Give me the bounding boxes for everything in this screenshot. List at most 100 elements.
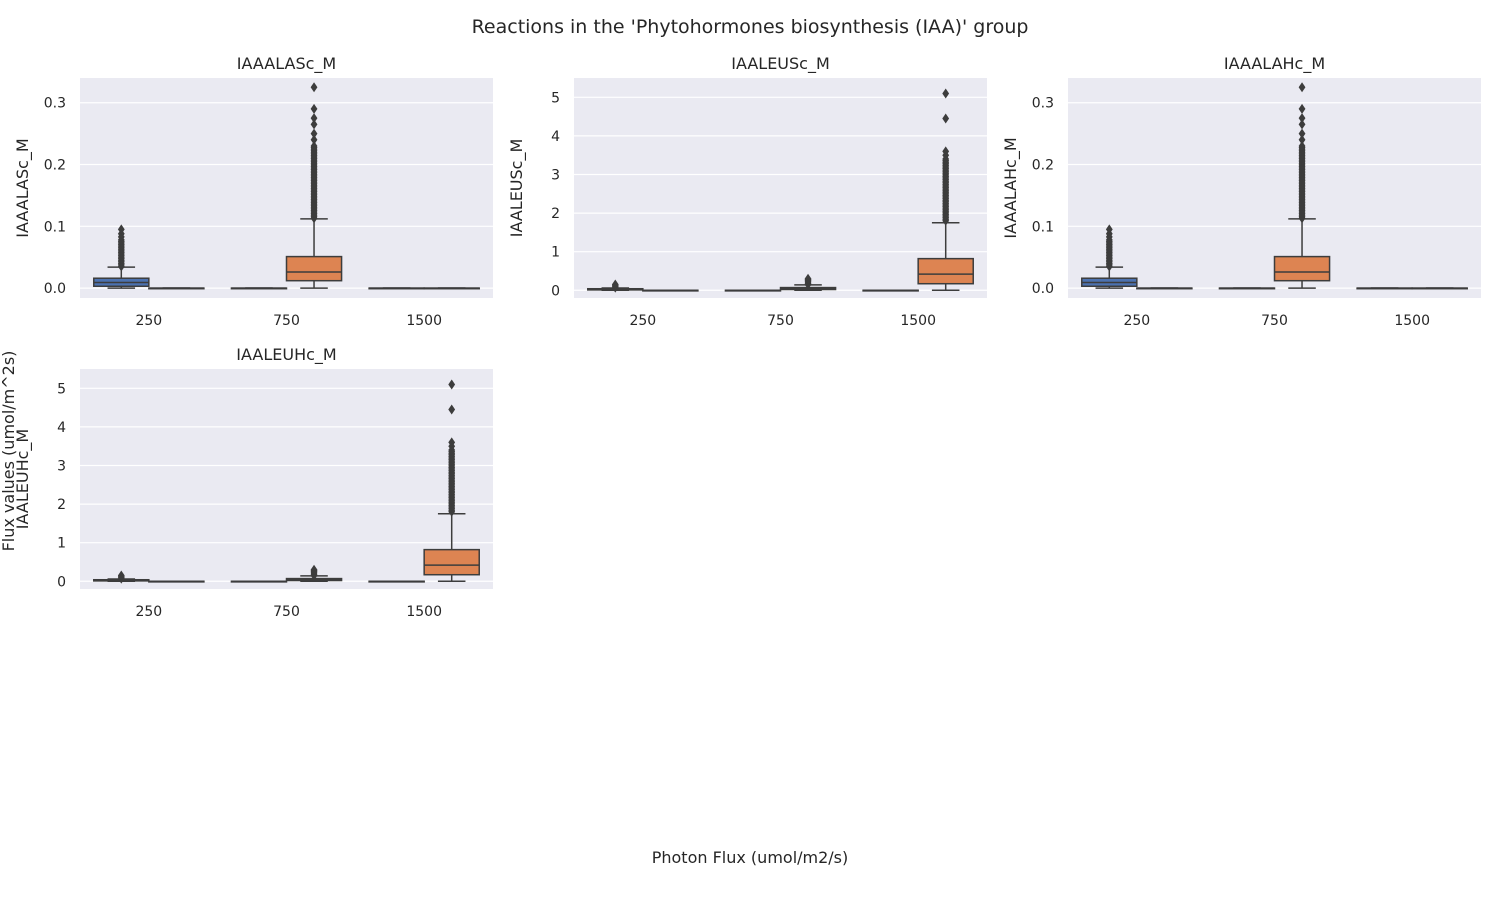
box — [1273, 255, 1331, 282]
outlier-point — [942, 113, 950, 124]
box-plot — [423, 287, 480, 290]
box-plot — [1218, 287, 1276, 290]
box — [423, 548, 480, 576]
box-plot — [423, 379, 480, 583]
outlier-point — [1298, 119, 1306, 130]
box-plot — [779, 273, 837, 292]
y-tick-label: 3 — [551, 167, 560, 183]
box-plot — [917, 88, 974, 292]
y-tick-label: 5 — [551, 90, 560, 106]
y-tick-label: 3 — [57, 458, 66, 474]
y-tick-label: 2 — [551, 206, 560, 222]
y-tick-label: 1 — [57, 536, 66, 552]
y-tick-label: 5 — [57, 381, 66, 397]
y-tick-label: 4 — [551, 129, 560, 145]
outlier-point — [310, 113, 318, 124]
subplot-title: IAAALASc_M — [237, 54, 336, 74]
chart-panel: IAAALASc_M 0.0 0.1 0.2 0.3 IAAALASc_M 250 750 15… — [13, 54, 493, 329]
outlier-point — [448, 437, 456, 448]
x-tick-label: 250 — [629, 313, 656, 329]
x-tick-label: 250 — [135, 604, 162, 620]
outlier-point — [117, 570, 125, 581]
box-plot — [285, 564, 343, 583]
box-plot — [93, 224, 150, 289]
y-tick-label: 0 — [551, 283, 560, 299]
y-tick-label: 0.1 — [1032, 219, 1054, 235]
x-tick-label: 1500 — [406, 313, 442, 329]
outlier-point — [310, 140, 318, 151]
outlier-point — [1298, 82, 1306, 93]
chart-panel: IAALEUHc_M 0 1 2 3 4 5 IAALEUHc_M 250 750 1500 — [13, 345, 493, 620]
y-tick-label: 0.3 — [44, 96, 66, 112]
y-tick-label: 0.2 — [44, 158, 66, 174]
subplot-title: IAALEUSc_M — [731, 54, 830, 74]
outlier-point — [942, 88, 950, 99]
y-axis-label: IAAALAHc_M — [1001, 137, 1021, 238]
y-tick-label: 1 — [551, 245, 560, 261]
box — [285, 255, 343, 282]
outlier-point — [448, 379, 456, 390]
outlier-point — [1298, 103, 1306, 114]
box-plot — [148, 287, 205, 290]
x-tick-label: 1500 — [406, 604, 442, 620]
figure-xlabel: Photon Flux (umol/m2/s) — [652, 848, 849, 867]
outlier-point — [310, 564, 318, 575]
outlier-point — [942, 146, 950, 157]
subplot-title: IAAALAHc_M — [1224, 54, 1325, 74]
outlier-point — [1298, 134, 1306, 145]
box-plot — [724, 289, 782, 292]
outlier-point — [1298, 128, 1306, 139]
chart-panel: IAAALAHc_M 0.0 0.1 0.2 0.3 IAAALAHc_M 250 750 15… — [1001, 54, 1481, 329]
box-plot — [862, 289, 919, 292]
box-plot — [1081, 224, 1138, 289]
y-tick-label: 0.2 — [1032, 158, 1054, 174]
y-tick-label: 0.3 — [1032, 96, 1054, 112]
y-axis-label: IAAALASc_M — [13, 138, 33, 237]
box-plot — [587, 279, 644, 293]
chart-panel: IAALEUSc_M 0 1 2 3 4 5 IAALEUSc_M 250 750 1500 — [507, 54, 987, 329]
y-tick-label: 2 — [57, 497, 66, 513]
subplot-title: IAALEUHc_M — [236, 345, 336, 365]
box-plot — [1136, 287, 1193, 290]
box-plot — [148, 580, 205, 583]
outlier-point — [448, 404, 456, 415]
box-plot — [1273, 82, 1331, 289]
box-plot — [230, 287, 288, 290]
outlier-point — [310, 134, 318, 145]
outlier-point — [611, 279, 619, 290]
y-tick-label: 4 — [57, 420, 66, 436]
x-tick-label: 250 — [135, 313, 162, 329]
box-plot — [642, 289, 699, 292]
x-tick-label: 750 — [273, 604, 300, 620]
box-plot — [230, 580, 288, 583]
outlier-point — [117, 224, 125, 235]
x-tick-label: 250 — [1123, 313, 1150, 329]
y-tick-label: 0 — [57, 574, 66, 590]
x-tick-label: 750 — [1261, 313, 1288, 329]
y-tick-label: 0.1 — [44, 219, 66, 235]
outlier-point — [1298, 140, 1306, 151]
outlier-point — [804, 273, 812, 284]
y-axis-label: IAALEUSc_M — [507, 139, 527, 238]
outlier-point — [1105, 224, 1113, 235]
outlier-point — [310, 119, 318, 130]
outlier-point — [310, 82, 318, 93]
figure-ylabel: Flux values (umol/m^2s) — [0, 351, 18, 552]
box-plot — [1411, 287, 1468, 290]
outlier-point — [310, 103, 318, 114]
outlier-point — [310, 128, 318, 139]
y-tick-label: 0.0 — [44, 281, 66, 297]
x-tick-label: 750 — [767, 313, 794, 329]
box-plot — [368, 287, 425, 290]
outlier-point — [1298, 113, 1306, 124]
figure-title: Reactions in the 'Phytohormones biosynth… — [472, 16, 1029, 38]
box-plot — [1356, 287, 1413, 290]
box-plot — [368, 580, 425, 583]
x-tick-label: 1500 — [1394, 313, 1430, 329]
y-axis-label: IAALEUHc_M — [13, 429, 33, 529]
x-tick-label: 750 — [273, 313, 300, 329]
box-plot — [285, 82, 343, 289]
y-tick-label: 0.0 — [1032, 281, 1054, 297]
